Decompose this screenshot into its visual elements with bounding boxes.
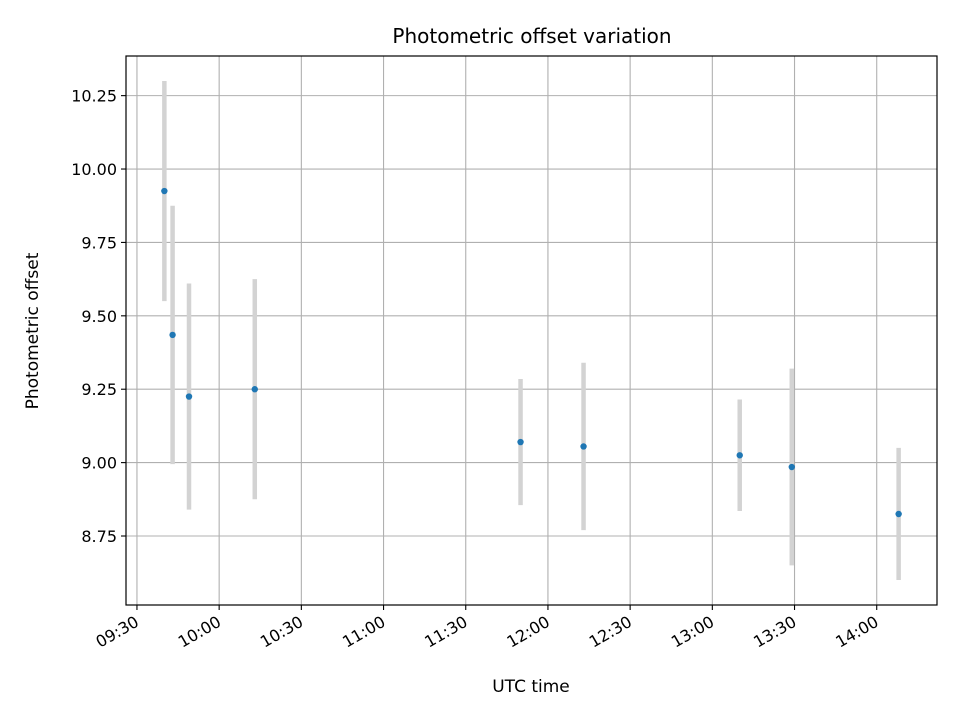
x-tick-label: 13:00 (668, 612, 717, 652)
data-point (185, 393, 193, 400)
data-point (895, 510, 902, 518)
data-point (517, 438, 524, 446)
x-tick-label: 09:30 (93, 612, 142, 652)
error-bars (162, 80, 901, 581)
data-point (161, 187, 168, 195)
data-points (161, 187, 902, 518)
x-tick-label: 12:00 (504, 612, 553, 652)
x-tick-label: 10:00 (175, 612, 224, 652)
x-axis-label: UTC time (492, 677, 570, 697)
x-tick-label: 14:00 (832, 612, 881, 652)
x-tick-label: 11:30 (421, 612, 470, 652)
chart-title: Photometric offset variation (392, 24, 671, 48)
x-axis-ticks: 09:30 10:00 10:30 11:00 11:30 12:00 12:30 13:00… (93, 605, 882, 652)
data-point (788, 463, 795, 471)
y-tick-label: 9.75 (81, 233, 117, 252)
x-tick-label: 10:30 (257, 612, 306, 652)
data-point (580, 443, 587, 450)
x-tick-label: 12:30 (586, 612, 635, 652)
y-axis-label: Photometric offset (23, 252, 43, 409)
y-tick-label: 9.25 (81, 380, 117, 399)
x-tick-label: 13:30 (750, 612, 799, 652)
y-tick-label: 9.50 (81, 307, 117, 326)
y-tick-label: 10.25 (71, 87, 117, 106)
data-point (736, 452, 743, 459)
y-tick-label: 8.75 (81, 527, 117, 546)
y-tick-label: 10.00 (71, 160, 117, 179)
plot-frame (125, 55, 938, 606)
y-tick-label: 9.00 (81, 454, 117, 473)
y-axis-ticks: 8.75 9.00 9.25 9.50 9.75 10.00 10.25 (71, 87, 126, 546)
x-tick-label: 11:00 (339, 612, 388, 652)
grid (126, 56, 937, 605)
data-point (169, 331, 176, 339)
data-point (251, 386, 258, 393)
